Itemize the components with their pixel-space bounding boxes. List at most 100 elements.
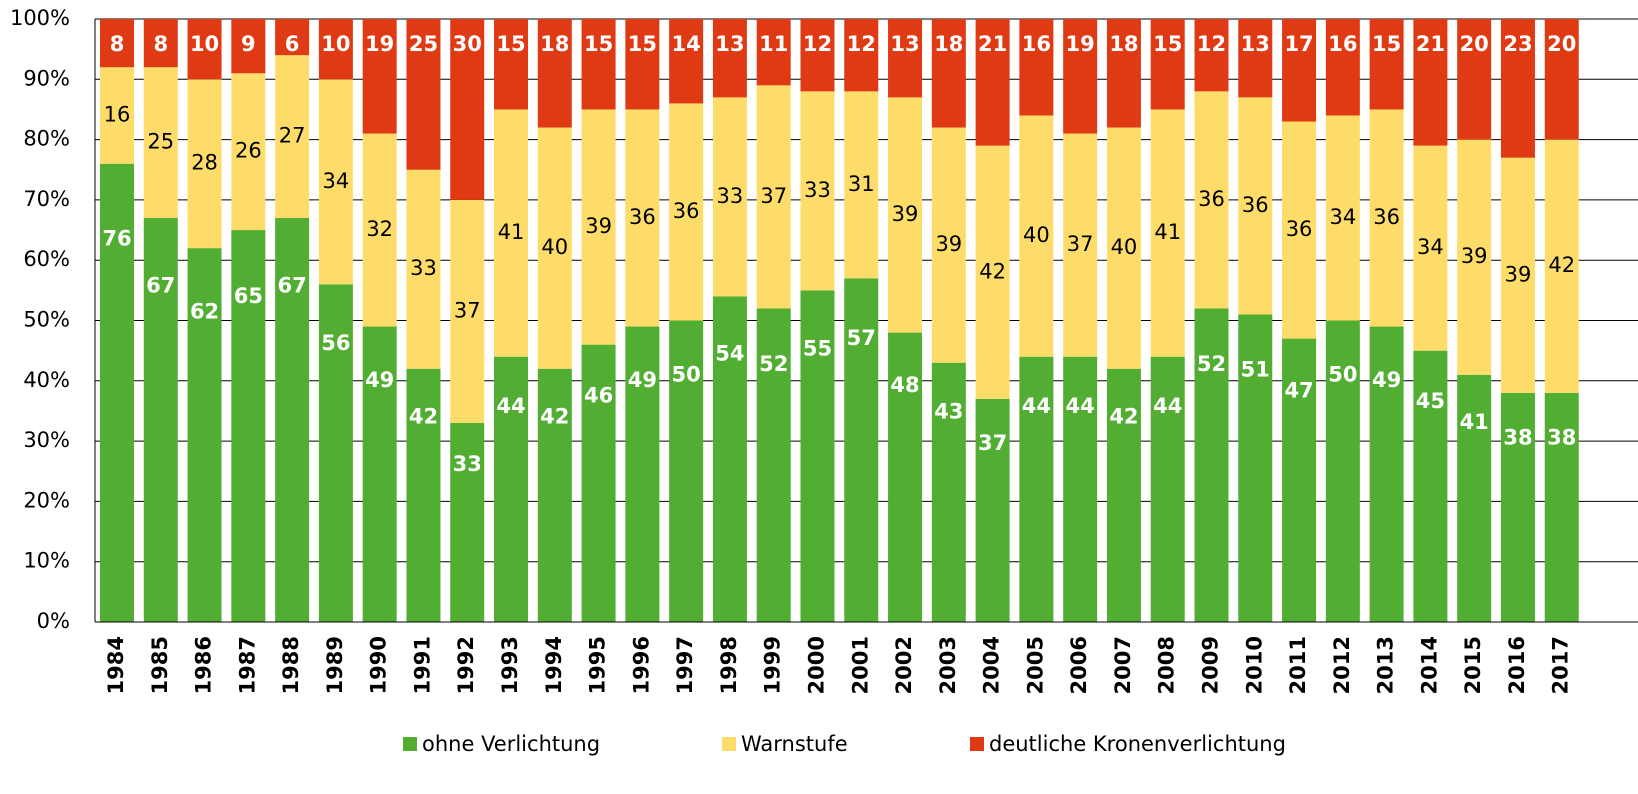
x-tick-label: 2011 <box>1286 636 1310 694</box>
x-tick-label: 2015 <box>1461 636 1485 694</box>
bar-segment <box>275 19 310 56</box>
bar-segment <box>931 19 966 128</box>
bar-segment <box>406 368 441 622</box>
value-label: 39 <box>1461 244 1488 268</box>
value-label: 25 <box>147 130 174 154</box>
bar-segment <box>888 19 923 98</box>
x-tick-label: 1984 <box>104 636 128 694</box>
value-label: 40 <box>1023 223 1050 247</box>
legend-label: ohne Verlichtung <box>422 732 600 756</box>
x-tick-label: 2014 <box>1417 636 1441 694</box>
value-label: 42 <box>979 259 1006 283</box>
bar-segment <box>1150 109 1185 357</box>
bar-segment <box>362 19 397 134</box>
bar-segment <box>450 199 485 424</box>
bar-segment <box>756 85 791 309</box>
bar-segment <box>231 73 266 231</box>
bar-segment <box>1325 115 1360 321</box>
value-label: 50 <box>672 363 701 387</box>
bar-segment <box>1457 374 1492 622</box>
x-tick-label: 2008 <box>1155 636 1179 694</box>
value-label: 46 <box>584 384 613 408</box>
bar-segment <box>406 169 441 369</box>
x-tick-label: 2002 <box>892 636 916 694</box>
value-label: 19 <box>365 32 394 56</box>
x-tick-label: 2005 <box>1023 636 1047 694</box>
value-label: 15 <box>1372 32 1401 56</box>
value-label: 49 <box>1372 368 1401 392</box>
value-label: 31 <box>848 172 875 196</box>
value-label: 37 <box>454 298 481 322</box>
value-label: 13 <box>890 32 919 56</box>
bar-segment <box>1413 19 1448 146</box>
y-tick-label: 10% <box>23 549 70 573</box>
bar-segment <box>1282 121 1317 339</box>
bar-segment <box>1500 19 1535 158</box>
bar-segment <box>1106 19 1141 128</box>
bar-segment <box>1150 19 1185 110</box>
bar-segment <box>1238 19 1273 98</box>
bar-segment <box>756 308 791 622</box>
value-label: 43 <box>934 399 963 423</box>
value-label: 12 <box>803 32 832 56</box>
value-label: 45 <box>1416 389 1445 413</box>
value-label: 15 <box>496 32 525 56</box>
bar-segment <box>275 55 310 218</box>
value-label: 50 <box>1328 363 1357 387</box>
value-label: 16 <box>104 102 131 126</box>
bar-segment <box>1106 368 1141 622</box>
value-label: 55 <box>803 336 832 360</box>
value-label: 36 <box>1198 187 1225 211</box>
y-tick-label: 0% <box>37 609 70 633</box>
bar-segment <box>1019 19 1054 116</box>
bar-segment <box>712 296 747 622</box>
bar-segment <box>1413 145 1448 351</box>
x-tick-label: 2000 <box>804 636 828 694</box>
value-label: 49 <box>628 368 657 392</box>
x-tick-label: 1988 <box>279 636 303 694</box>
value-label: 33 <box>453 452 482 476</box>
x-tick-label: 1986 <box>192 636 216 694</box>
value-label: 44 <box>1022 394 1051 418</box>
x-tick-label: 2003 <box>936 636 960 694</box>
bar-segment <box>669 19 704 104</box>
bar-segment <box>1544 19 1579 140</box>
value-label: 36 <box>1373 205 1400 229</box>
value-label: 52 <box>759 352 788 376</box>
value-label: 16 <box>1022 32 1051 56</box>
bar-segment <box>712 97 747 297</box>
bar-segment <box>406 19 441 170</box>
x-tick-label: 2001 <box>848 636 872 694</box>
bar-segment <box>800 290 835 622</box>
bar-segment <box>975 145 1010 399</box>
bar-segment <box>318 79 353 285</box>
value-label: 44 <box>1153 394 1182 418</box>
x-tick-label: 2007 <box>1111 636 1135 694</box>
value-label: 42 <box>1109 405 1138 429</box>
bar-segment <box>800 19 835 92</box>
bar-segment <box>1369 326 1404 622</box>
bar-segment <box>931 362 966 622</box>
bar-segment <box>1325 320 1360 622</box>
value-label: 36 <box>1242 193 1269 217</box>
legend-swatch <box>403 737 417 751</box>
bar-segment <box>537 19 572 128</box>
x-tick-label: 2017 <box>1549 636 1573 694</box>
value-label: 27 <box>279 124 306 148</box>
bar-segment <box>800 91 835 291</box>
x-tick-label: 2012 <box>1330 636 1354 694</box>
bar-segment <box>1238 97 1273 315</box>
value-label: 67 <box>146 274 175 298</box>
bar-segment <box>975 398 1010 622</box>
x-tick-label: 1999 <box>761 636 785 694</box>
value-label: 18 <box>1109 32 1138 56</box>
y-tick-label: 40% <box>23 368 70 392</box>
value-label: 10 <box>190 32 219 56</box>
bar-segment <box>1194 91 1229 309</box>
bar-segment <box>1194 308 1229 622</box>
value-label: 16 <box>1328 32 1357 56</box>
value-label: 20 <box>1547 32 1576 56</box>
bar-segment <box>362 133 397 327</box>
y-tick-label: 70% <box>23 187 70 211</box>
bar-segment <box>625 19 660 110</box>
